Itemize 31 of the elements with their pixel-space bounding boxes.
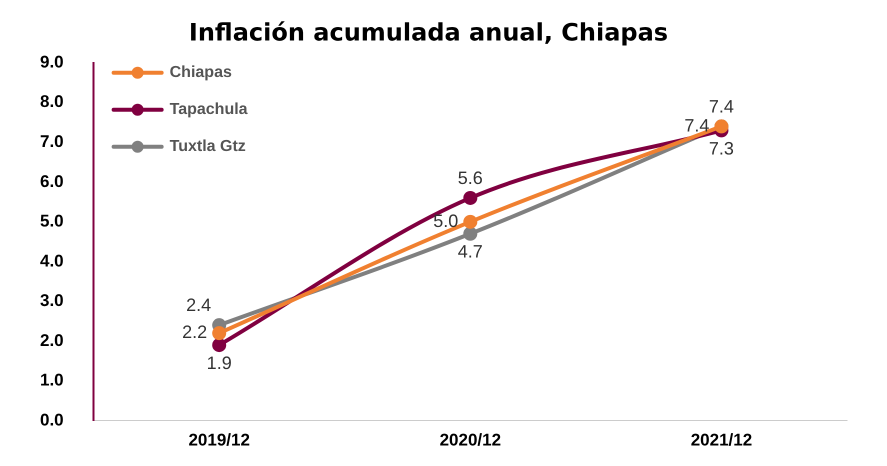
point — [463, 226, 478, 241]
y-tick-label: 4.0 — [40, 251, 64, 270]
data-label: 5.6 — [458, 168, 483, 188]
x-tick-label: 2020/12 — [440, 430, 502, 450]
point — [463, 190, 478, 205]
legend-label: Tuxtla Gtz — [170, 138, 246, 156]
data-label: 7.4 — [708, 96, 734, 116]
y-tick-label: 3.0 — [40, 291, 64, 310]
data-label: 2.4 — [186, 295, 212, 316]
x-tick-label: 2019/12 — [188, 430, 250, 450]
y-tick-label: 5.0 — [40, 212, 64, 231]
y-tick-label: 9.0 — [40, 52, 64, 72]
y-tick-label: 6.0 — [40, 172, 64, 191]
point — [212, 326, 226, 340]
point — [463, 214, 478, 229]
point — [212, 338, 226, 352]
data-label: 5.0 — [433, 210, 458, 231]
data-label: 7.4 — [684, 115, 710, 136]
y-tick-label: 7.0 — [40, 132, 64, 151]
y-tick-label: 1.0 — [40, 370, 64, 390]
data-label: 2.2 — [182, 322, 208, 342]
y-tick-label: 0.0 — [40, 410, 64, 430]
legend-label: Chiapas — [170, 64, 232, 82]
data-label: 7.3 — [708, 138, 734, 158]
y-tick-label: 2.0 — [40, 330, 64, 350]
chart-title: Inflación acumulada anual, Chiapas — [188, 18, 668, 47]
data-label: 4.7 — [458, 242, 483, 262]
data-label: 1.9 — [206, 353, 232, 374]
x-tick-label: 2021/12 — [690, 430, 752, 450]
legend-label: Tapachula — [170, 101, 248, 118]
y-tick-label: 8.0 — [40, 92, 64, 112]
